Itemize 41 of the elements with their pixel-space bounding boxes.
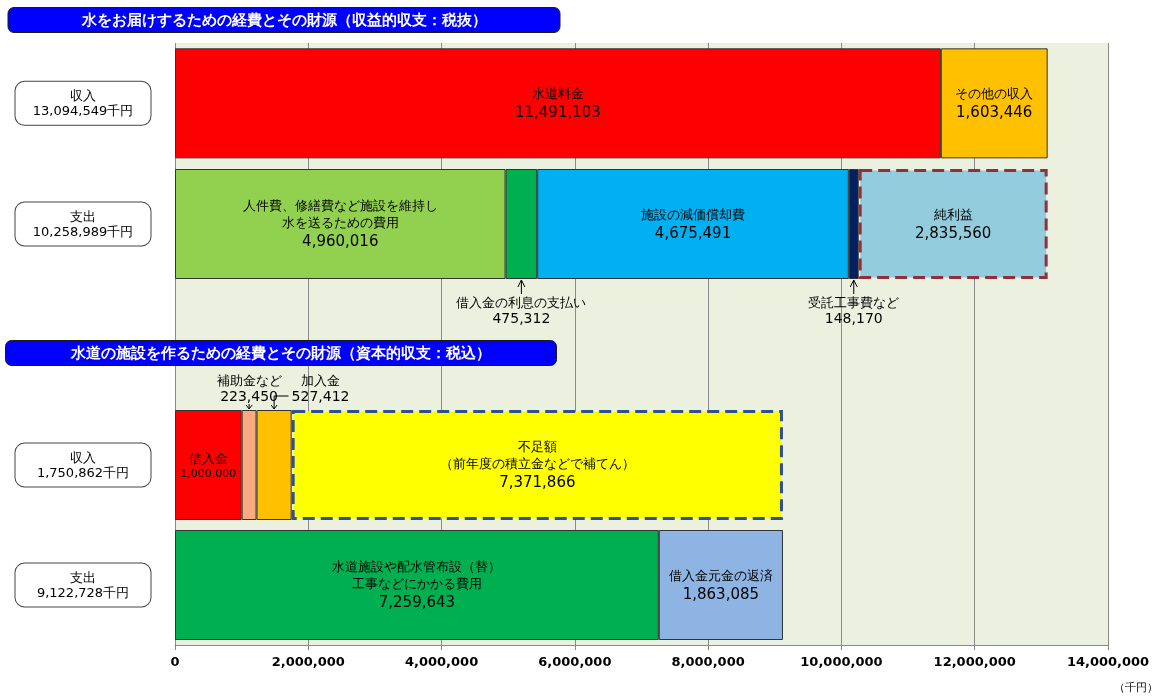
x-tick-label: 8,000,000 — [671, 654, 745, 669]
x-tick-label: 6,000,000 — [538, 654, 612, 669]
series-label: その他の収入 — [955, 85, 1034, 101]
x-tick-label: 0 — [170, 654, 180, 669]
y-tick-label: 収入 1,750,862千円 — [36, 450, 130, 480]
data-label: 4,675,491 — [654, 223, 732, 242]
data-label: 1,000,000 — [180, 467, 237, 480]
series-label: 不足額（前年度の積立金などで補てん） — [439, 439, 635, 471]
series-label: 借入金の利息の支払い — [456, 295, 587, 310]
chart-title: 水道の施設を作るための経費とその財源（資本的収支：税込） — [70, 344, 491, 362]
series-label: 借入金 — [188, 450, 228, 466]
data-label: 7,371,866 — [499, 473, 576, 491]
series-label: 借入金元金の返済 — [668, 567, 773, 583]
x-axis-title: （千円） — [1114, 681, 1158, 694]
data-label: 11,491,103 — [514, 102, 601, 121]
series-label: 施設の減価償却費 — [641, 206, 746, 222]
series-label: 純利益 — [933, 206, 973, 222]
series-label: 水道施設や配水管布設（替）工事などにかかる費用 — [332, 559, 502, 591]
x-tick-label: 12,000,000 — [933, 654, 1016, 669]
data-label: 223,450 — [220, 388, 279, 404]
y-tick-label: 支出 10,258,989千円 — [32, 209, 134, 239]
series-label: 加入金 — [301, 373, 341, 388]
data-label: 527,412 — [291, 388, 350, 404]
data-label: 148,170 — [824, 310, 883, 326]
y-tick-label: 収入 13,094,549千円 — [32, 88, 134, 119]
x-tick-label: 14,000,000 — [1066, 654, 1150, 669]
data-label: 475,312 — [492, 310, 551, 326]
y-tick-label: 支出 9,122,728千円 — [36, 570, 130, 600]
series-label: 人件費、修繕費など施設を維持し水を送るための費用 — [242, 198, 438, 230]
data-label: 4,960,016 — [302, 232, 379, 250]
x-tick-label: 10,000,000 — [800, 654, 883, 669]
data-label: 7,259,643 — [378, 593, 456, 611]
text: 補助金など — [216, 373, 282, 388]
x-tick-label: 2,000,000 — [271, 654, 345, 669]
chart-title: 水をお届けするための経費とその財源（収益的収支：税抜） — [80, 11, 487, 29]
data-label: 2,835,560 — [915, 223, 992, 242]
data-label: 1,863,085 — [682, 584, 760, 603]
x-tick-label: 4,000,000 — [404, 654, 479, 669]
series-label: 受託工事費など — [808, 295, 900, 310]
data-label: 1,603,446 — [956, 102, 1033, 121]
series-label: 水道料金 — [531, 85, 584, 101]
